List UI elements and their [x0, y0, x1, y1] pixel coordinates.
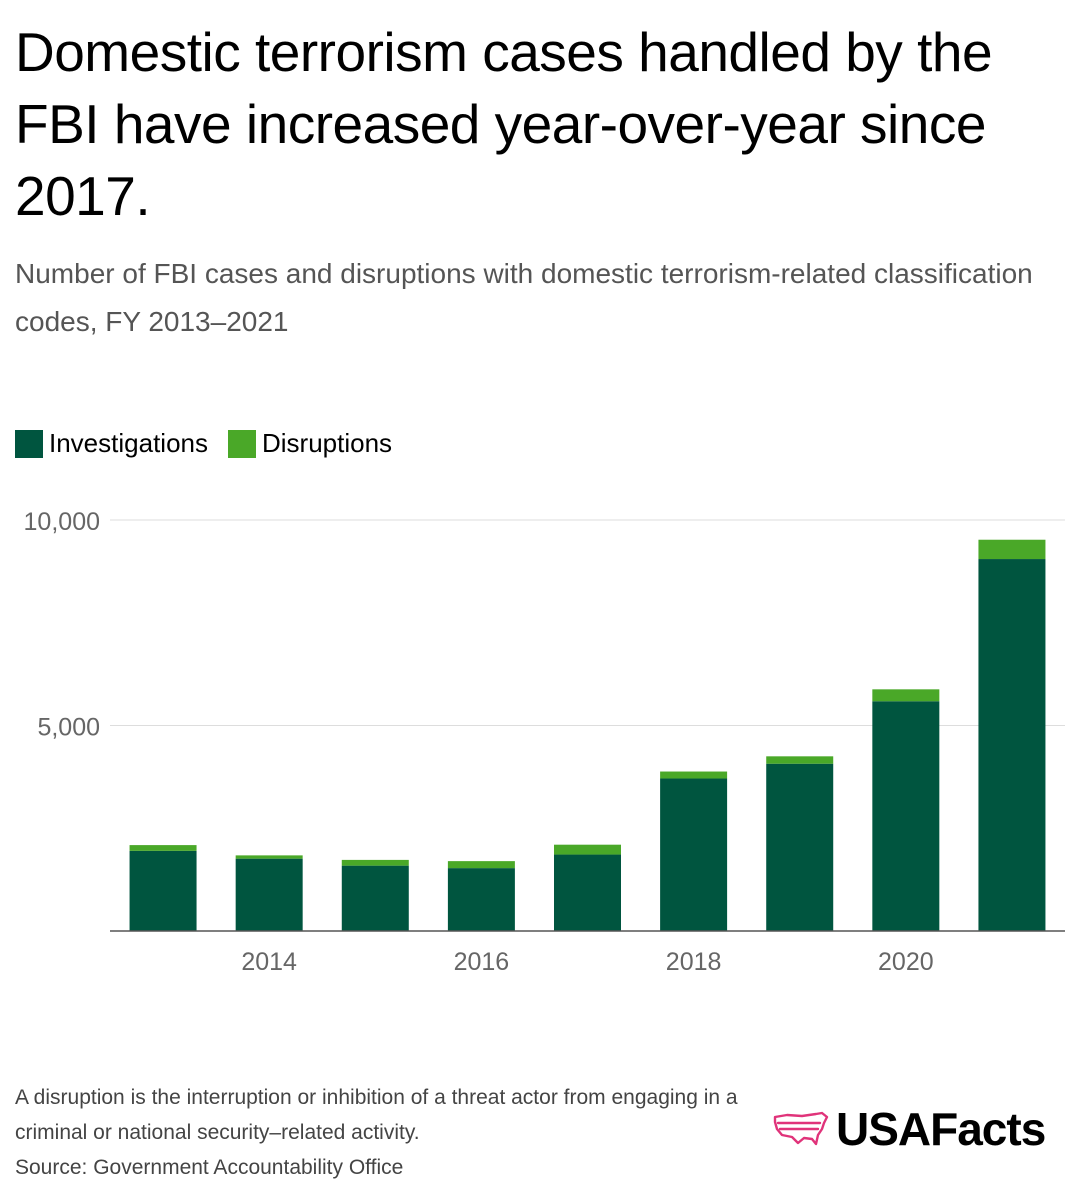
source-note: Source: Government Accountability Office [15, 1156, 404, 1179]
bar-investigations-2018 [660, 778, 728, 931]
legend-item-investigations: Investigations [15, 428, 208, 459]
bar-investigations-2016 [447, 868, 515, 931]
usafacts-logo: USAFacts [772, 1102, 1046, 1156]
bar-investigations-2021 [978, 559, 1046, 931]
bar-investigations-2014 [235, 858, 303, 931]
bar-disruptions-2014 [235, 855, 303, 859]
bar-investigations-2020 [872, 701, 940, 931]
legend-swatch-disruptions [227, 429, 256, 458]
x-tick-label: 2014 [241, 948, 297, 976]
bar-investigations-2013 [129, 850, 197, 931]
bar-disruptions-2021 [978, 539, 1046, 560]
legend-label-investigations: Investigations [49, 428, 208, 458]
bar-disruptions-2018 [660, 771, 728, 779]
legend-item-disruptions: Disruptions [227, 428, 393, 459]
usa-map-icon [773, 1111, 829, 1146]
bar-investigations-2019 [766, 763, 834, 931]
legend-label-disruptions: Disruptions [261, 428, 393, 458]
bar-disruptions-2019 [766, 756, 834, 764]
bar-disruptions-2016 [447, 861, 515, 869]
x-tick-label: 2020 [878, 948, 934, 976]
bar-disruptions-2015 [341, 859, 409, 866]
footnote-definition: A disruption is the interruption or inhi… [15, 1086, 738, 1144]
bar-investigations-2015 [341, 865, 409, 931]
legend: Investigations Disruptions [15, 428, 412, 459]
x-tick-label: 2016 [454, 948, 510, 976]
y-tick-label: 10,000 [24, 508, 100, 536]
bar-disruptions-2013 [129, 845, 197, 851]
legend-swatch-investigations [15, 429, 43, 458]
bar-disruptions-2020 [872, 689, 940, 702]
chart-title: Domestic terrorism cases handled by the … [15, 21, 993, 227]
logo-text: USAFacts [836, 1103, 1046, 1155]
x-tick-label: 2018 [666, 948, 722, 976]
y-tick-label: 5,000 [37, 714, 100, 742]
footnote: A disruption is the interruption or inhi… [15, 1080, 755, 1185]
stacked-bar-chart: 10,000 5,000 2014 2016 2018 2020 [24, 508, 1065, 976]
chart-subtitle: Number of FBI cases and disruptions with… [15, 258, 1033, 337]
bar-investigations-2017 [554, 854, 621, 931]
bar-disruptions-2017 [554, 844, 621, 855]
